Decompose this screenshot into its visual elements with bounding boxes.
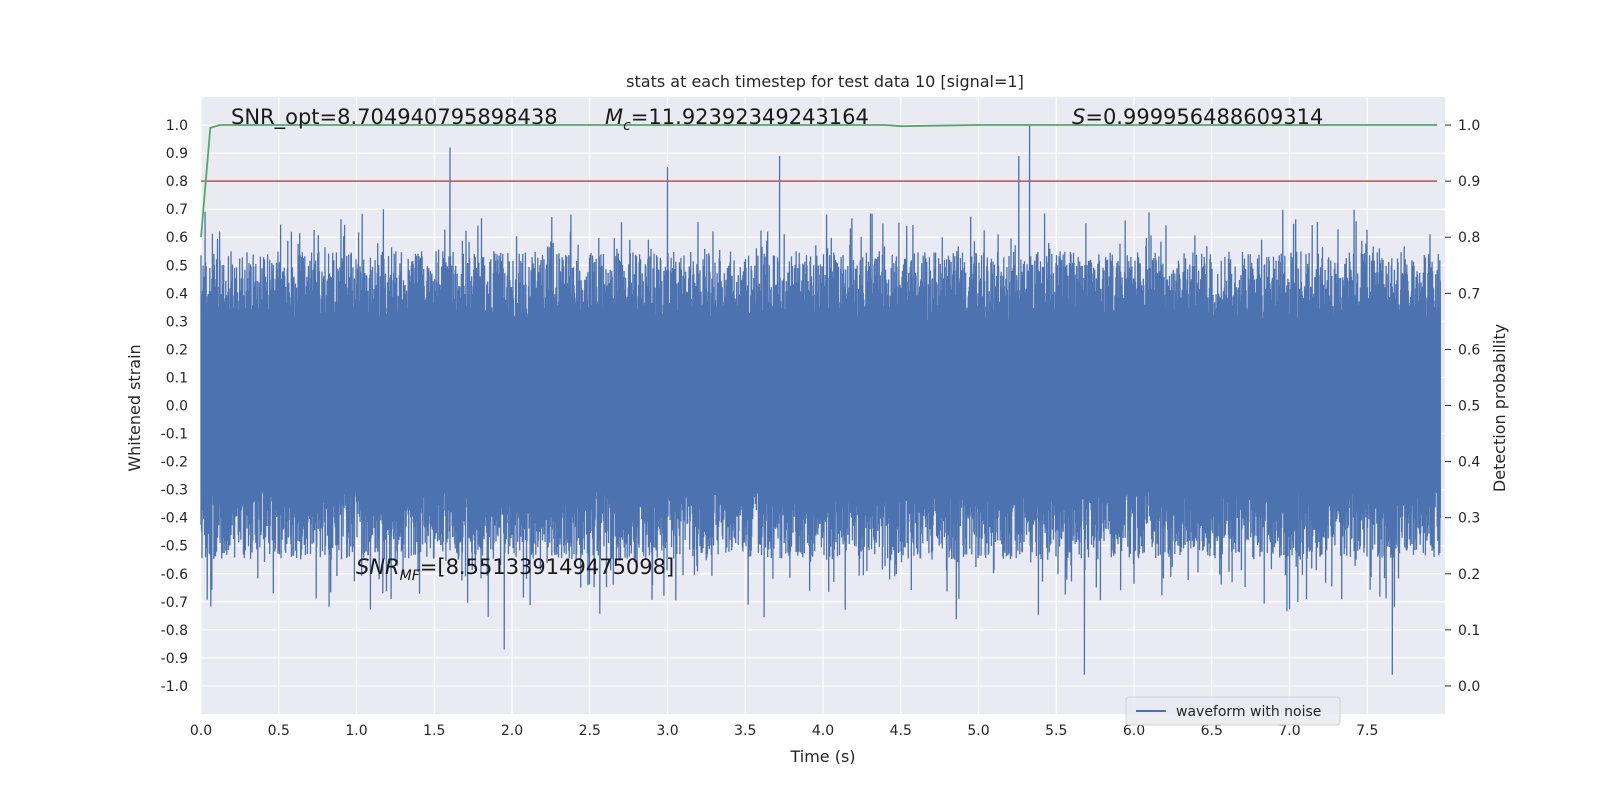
y-right-tick-label: 0.3 [1458, 511, 1480, 527]
y-tick-label: 0.1 [166, 370, 188, 386]
x-tick-label: 5.0 [967, 723, 989, 739]
x-tick-label: 2.0 [501, 723, 523, 739]
y-axis-right-label: Detection probability [1490, 324, 1509, 492]
x-tick-label: 1.0 [345, 723, 367, 739]
y-right-tick-label: 0.9 [1458, 174, 1480, 190]
y-tick-label: -0.3 [161, 483, 188, 499]
snr-mf-annotation: SNRMF=[8.551339149475098] [356, 555, 674, 584]
y-tick-label: 0.8 [166, 174, 188, 190]
x-tick-label: 4.0 [812, 723, 834, 739]
y-tick-label: -0.6 [161, 567, 188, 583]
y-tick-label: 0.7 [166, 202, 188, 218]
y-tick-label: 0.4 [166, 286, 188, 302]
y-tick-label: -0.4 [161, 511, 188, 527]
x-tick-label: 2.5 [579, 723, 601, 739]
x-tick-label: 3.0 [656, 723, 678, 739]
mc-annotation: Mc=11.92392349243164 [605, 105, 869, 134]
y-axis-label: Whitened strain [125, 344, 144, 471]
x-tick-label: 0.0 [190, 723, 212, 739]
x-tick-label: 6.5 [1201, 723, 1223, 739]
snr-mf-value: =[8.551339149475098] [420, 555, 674, 579]
y-tick-label: -0.9 [161, 651, 188, 667]
y-right-tick-label: 0.6 [1458, 342, 1480, 358]
y-tick-label: 0.9 [166, 146, 188, 162]
y-tick-label: 0.6 [166, 230, 188, 246]
y-tick-label: 1.0 [166, 118, 188, 134]
x-tick-label: 3.5 [734, 723, 756, 739]
x-axis-label: Time (s) [789, 747, 855, 766]
y-right-tick-label: 0.2 [1458, 567, 1480, 583]
x-tick-label: 1.5 [423, 723, 445, 739]
y-tick-label: 0.2 [166, 342, 188, 358]
y-tick-label: -0.2 [161, 455, 188, 471]
y-right-tick-label: 0.7 [1458, 286, 1480, 302]
x-tick-label: 7.0 [1278, 723, 1300, 739]
y-right-tick-label: 1.0 [1458, 118, 1480, 134]
x-tick-label: 7.5 [1356, 723, 1378, 739]
legend: waveform with noise [1125, 696, 1341, 726]
snr-opt-annotation: SNR_opt=8.704940795898438 [231, 105, 558, 130]
y-tick-label: -0.7 [161, 595, 188, 611]
s-annotation: S=0.999956488609314 [1072, 105, 1323, 129]
x-tick-label: 5.5 [1045, 723, 1067, 739]
y-right-tick-label: 0.0 [1458, 679, 1480, 695]
s-value: =0.999956488609314 [1085, 105, 1323, 129]
x-tick-label: 4.5 [890, 723, 912, 739]
y-tick-label: -0.1 [161, 427, 188, 443]
y-tick-label: -0.8 [161, 623, 188, 639]
y-tick-label: -0.5 [161, 539, 188, 555]
legend-label-waveform: waveform with noise [1176, 704, 1321, 720]
x-tick-label: 6.0 [1123, 723, 1145, 739]
waveform-series [200, 124, 1441, 675]
y-right-tick-label: 0.4 [1458, 455, 1480, 471]
detection-probability-line [200, 124, 1438, 238]
y-right-tick-label: 0.1 [1458, 623, 1480, 639]
y-right-tick-label: 0.8 [1458, 230, 1480, 246]
y-tick-label: -1.0 [161, 679, 188, 695]
chart-title: stats at each timestep for test data 10 … [626, 72, 1024, 91]
y-right-tick-label: 0.5 [1458, 399, 1480, 415]
y-tick-label: 0.5 [166, 258, 188, 274]
mc-value: =11.92392349243164 [631, 105, 869, 129]
x-tick-label: 0.5 [268, 723, 290, 739]
y-tick-label: 0.0 [166, 399, 188, 415]
y-tick-label: 0.3 [166, 314, 188, 330]
